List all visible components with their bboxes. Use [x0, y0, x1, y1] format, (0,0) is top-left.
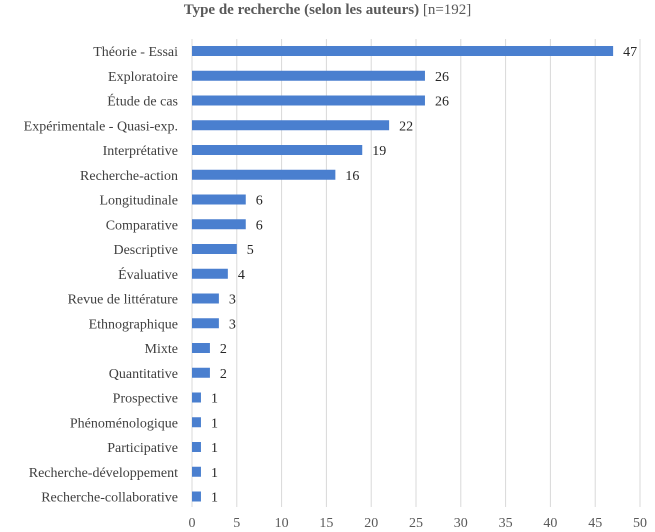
category-label: Revue de littérature [68, 293, 178, 308]
category-label: Recherche-développement [29, 466, 178, 481]
bar [192, 466, 201, 477]
category-label: Quantitative [109, 367, 178, 382]
category-label: Exploratoire [108, 70, 178, 85]
data-label: 2 [220, 367, 227, 382]
data-label: 3 [229, 293, 236, 308]
x-tick-label: 25 [409, 516, 423, 531]
x-tick-label: 5 [233, 516, 240, 531]
bar [192, 244, 237, 254]
category-label: Descriptive [113, 243, 178, 258]
x-tick-label: 15 [319, 516, 333, 531]
x-tick-label: 45 [588, 516, 602, 531]
bar [192, 120, 390, 131]
data-label: 3 [229, 317, 236, 332]
category-labels: Théorie - Essai Exploratoire Étude de cas E… [24, 45, 178, 506]
data-label: 16 [345, 169, 359, 184]
data-label: 2 [220, 342, 227, 357]
bar [192, 95, 425, 106]
data-label: 6 [256, 218, 263, 233]
category-label: Recherche-action [80, 169, 178, 184]
chart-subtitle: [n=192] [422, 2, 472, 18]
data-label: 22 [399, 119, 413, 134]
bar [192, 70, 425, 81]
bar [192, 194, 246, 205]
gridlines [191, 39, 641, 507]
bar [192, 293, 219, 304]
category-label: Évaluative [118, 266, 178, 283]
x-tick-label: 10 [275, 516, 289, 531]
category-label: Ethnographique [89, 317, 178, 332]
x-tick-label: 50 [633, 516, 647, 531]
bar [192, 145, 363, 155]
bar [192, 367, 210, 378]
x-tick-label: 20 [364, 516, 378, 531]
x-tick-labels: 0 5 10 15 20 25 30 35 40 45 50 [189, 516, 648, 531]
category-label: Longitudinale [99, 194, 178, 209]
data-label: 26 [435, 70, 449, 85]
bar [192, 417, 201, 428]
data-label: 1 [211, 416, 218, 431]
data-label: 4 [238, 268, 245, 283]
category-label: Participative [107, 441, 178, 456]
bar [192, 219, 246, 230]
x-tick-label: 30 [454, 516, 468, 531]
x-tick-label: 0 [189, 516, 196, 531]
data-label: 26 [435, 95, 449, 110]
bar [192, 442, 201, 452]
data-label: 47 [623, 45, 637, 60]
data-label: 1 [211, 392, 218, 407]
x-tick-label: 35 [499, 516, 513, 531]
category-label: Mixte [145, 342, 178, 357]
category-label: Phénoménologique [70, 416, 178, 431]
category-label: Recherche-collaborative [41, 491, 178, 506]
category-label: Comparative [106, 218, 178, 233]
data-label: 5 [247, 243, 254, 258]
bar [192, 491, 201, 502]
category-label: Théorie - Essai [93, 45, 178, 60]
data-label: 1 [211, 466, 218, 481]
category-label: Expérimentale - Quasi-exp. [24, 119, 178, 134]
bar [192, 169, 336, 180]
data-label: 1 [211, 491, 218, 506]
data-label: 6 [256, 194, 263, 209]
chart-title: Type de recherche (selon les auteurs) [n… [0, 2, 655, 19]
data-label: 19 [372, 144, 386, 159]
bar [192, 392, 201, 403]
bars [192, 46, 614, 502]
bar [192, 268, 228, 279]
bar [192, 318, 219, 329]
category-label: Prospective [113, 392, 178, 407]
x-tick-label: 40 [543, 516, 557, 531]
bar [192, 343, 210, 353]
category-label: Interprétative [103, 144, 178, 159]
category-label: Étude de cas [107, 93, 178, 110]
data-label: 1 [211, 441, 218, 456]
chart-title-main: Type de recherche (selon les auteurs) [183, 2, 420, 18]
bar [192, 46, 614, 56]
